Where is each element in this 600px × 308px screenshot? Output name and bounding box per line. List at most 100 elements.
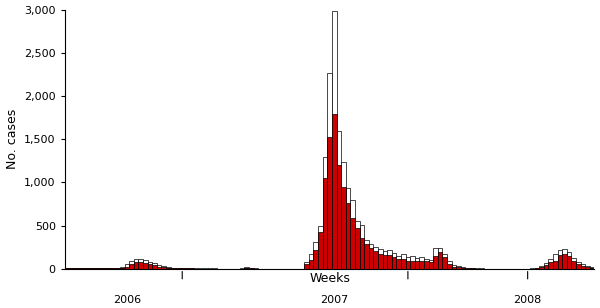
Bar (88, 268, 92, 269)
Bar (410, 261, 415, 269)
Bar (406, 267, 410, 269)
Bar (304, 262, 309, 269)
Bar (111, 268, 115, 269)
Bar (249, 268, 254, 269)
Bar (194, 268, 199, 269)
Bar (410, 256, 415, 269)
Bar (557, 250, 562, 269)
Bar (161, 268, 166, 269)
Bar (585, 268, 590, 269)
Bar (585, 266, 590, 269)
Bar (359, 238, 364, 269)
Bar (318, 263, 323, 269)
Bar (323, 178, 328, 269)
Bar (152, 268, 157, 269)
Bar (65, 268, 70, 269)
Bar (143, 260, 148, 269)
Bar (161, 266, 166, 269)
Bar (585, 267, 590, 269)
Bar (447, 261, 452, 269)
Bar (539, 266, 544, 269)
Bar (433, 249, 438, 269)
Bar (369, 244, 373, 269)
Bar (567, 256, 571, 269)
Bar (120, 268, 125, 269)
Bar (544, 265, 548, 269)
Bar (562, 254, 567, 269)
Bar (424, 261, 428, 269)
Bar (576, 264, 581, 269)
Bar (313, 242, 318, 269)
Bar (166, 268, 170, 269)
Bar (148, 267, 152, 269)
Bar (581, 264, 585, 269)
Bar (544, 268, 548, 269)
Bar (392, 266, 397, 269)
Bar (337, 257, 341, 269)
Bar (318, 226, 323, 269)
Bar (134, 259, 139, 269)
Bar (470, 268, 475, 269)
Bar (378, 254, 383, 269)
Bar (323, 259, 328, 269)
Bar (428, 260, 433, 269)
Bar (157, 268, 161, 269)
Bar (378, 266, 383, 269)
Bar (553, 267, 557, 269)
Text: 2008: 2008 (514, 295, 542, 305)
Bar (88, 268, 92, 269)
Bar (530, 268, 535, 269)
Bar (332, 11, 337, 269)
Bar (125, 264, 129, 269)
Bar (92, 268, 97, 269)
Bar (199, 268, 203, 269)
Bar (369, 265, 373, 269)
Bar (383, 255, 387, 269)
Bar (397, 256, 401, 269)
Bar (567, 253, 571, 269)
Bar (415, 267, 419, 269)
Bar (148, 262, 152, 269)
Bar (143, 263, 148, 269)
Bar (139, 262, 143, 269)
Bar (79, 268, 83, 269)
Bar (180, 268, 185, 269)
Bar (428, 268, 433, 269)
Bar (101, 268, 106, 269)
Bar (143, 267, 148, 269)
Bar (170, 268, 175, 269)
Bar (442, 257, 447, 269)
Text: 2007: 2007 (320, 295, 349, 305)
Bar (442, 253, 447, 269)
Bar (456, 267, 461, 269)
Bar (74, 268, 79, 269)
Bar (249, 268, 254, 269)
Bar (83, 268, 88, 269)
Bar (148, 264, 152, 269)
Bar (571, 258, 576, 269)
Bar (120, 267, 125, 269)
Bar (180, 268, 185, 269)
Bar (70, 268, 74, 269)
Bar (392, 257, 397, 269)
Bar (447, 264, 452, 269)
Bar (106, 268, 111, 269)
Bar (355, 263, 359, 269)
Bar (535, 268, 539, 269)
Bar (189, 268, 194, 269)
Bar (438, 265, 442, 269)
Bar (548, 259, 553, 269)
Bar (415, 258, 419, 269)
Bar (350, 218, 355, 269)
Bar (539, 268, 544, 269)
Bar (456, 266, 461, 269)
Bar (88, 268, 92, 269)
Bar (581, 266, 585, 269)
Bar (97, 268, 101, 269)
Bar (571, 261, 576, 269)
Bar (161, 267, 166, 269)
Bar (83, 268, 88, 269)
Bar (553, 261, 557, 269)
Bar (83, 268, 88, 269)
Bar (74, 268, 79, 269)
